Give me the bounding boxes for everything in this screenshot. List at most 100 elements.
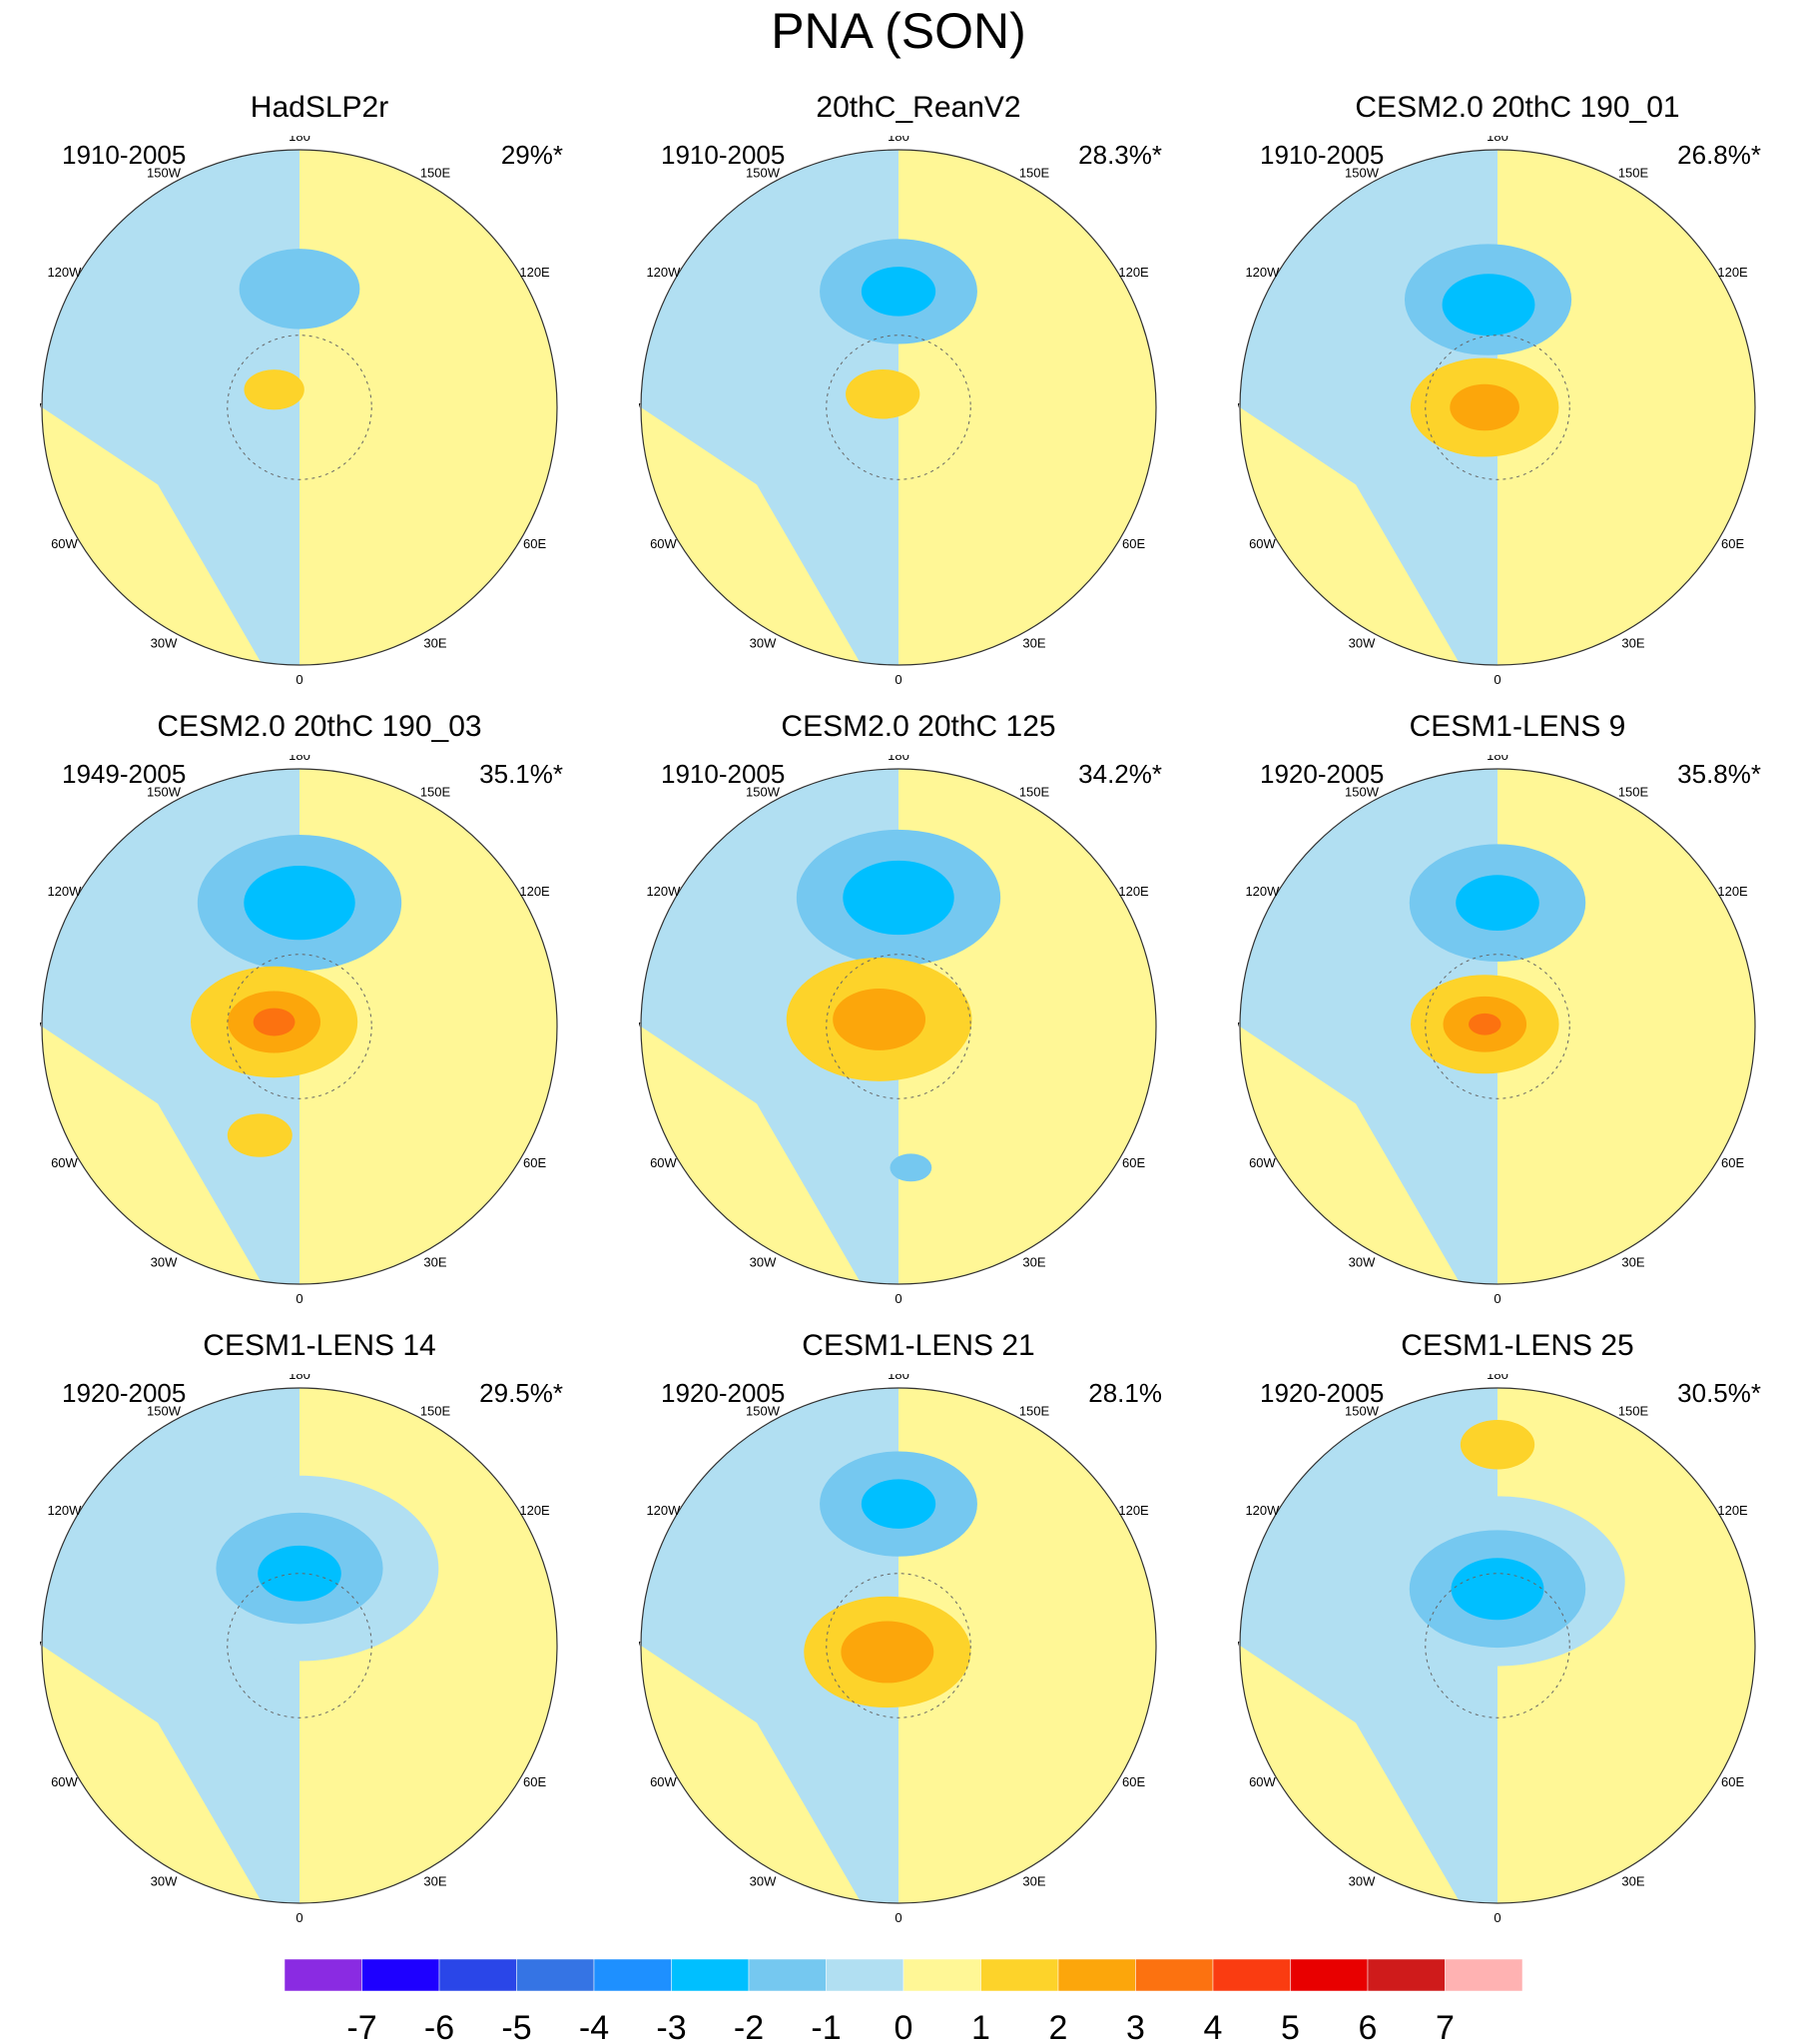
longitude-label: 150E bbox=[420, 1403, 451, 1418]
colorbar-tick-label: 2 bbox=[1049, 2009, 1068, 2044]
figure-title: PNA (SON) bbox=[771, 3, 1026, 59]
coastline bbox=[826, 954, 971, 1099]
longitude-label: 120W bbox=[47, 265, 82, 280]
colorbar-swatch bbox=[902, 1958, 981, 1992]
panel-variance: 28.1% bbox=[1088, 1378, 1162, 1408]
coastline bbox=[227, 1573, 372, 1718]
anomaly-contour bbox=[890, 1153, 932, 1182]
panel-variance: 29%* bbox=[500, 140, 563, 170]
longitude-label: 60W bbox=[51, 1774, 78, 1789]
anomaly-contour bbox=[846, 368, 920, 419]
panel-title: CESM2.0 20thC 190_03 bbox=[157, 710, 482, 743]
longitude-label: 90W bbox=[639, 1639, 641, 1654]
longitude-label: 120W bbox=[646, 265, 681, 280]
longitude-label: 60E bbox=[1122, 536, 1145, 551]
colorbar-swatch bbox=[980, 1958, 1059, 1992]
longitude-label: 150W bbox=[1345, 784, 1380, 799]
longitude-label: 30W bbox=[151, 636, 178, 651]
panel-variance: 26.8%* bbox=[1677, 140, 1761, 170]
colorbar-swatch bbox=[284, 1958, 362, 1992]
colorbar-swatch bbox=[1367, 1958, 1446, 1992]
longitude-label: 180 bbox=[289, 136, 310, 144]
panel-title: CESM1-LENS 14 bbox=[203, 1329, 436, 1362]
longitude-label: 30E bbox=[423, 1255, 446, 1270]
map-border bbox=[640, 768, 1157, 1285]
coastline bbox=[826, 1573, 971, 1718]
colorbar-tick-label: -4 bbox=[579, 2009, 609, 2044]
colorbar-swatch bbox=[748, 1958, 827, 1992]
longitude-label: 0 bbox=[296, 1910, 302, 1925]
longitude-label: 30W bbox=[1349, 636, 1376, 651]
longitude-label: 180 bbox=[1487, 1374, 1508, 1382]
map-border bbox=[640, 1387, 1157, 1904]
colorbar-tick-label: 4 bbox=[1204, 2009, 1223, 2044]
panel-variance: 30.5%* bbox=[1677, 1378, 1761, 1408]
longitude-label: 0 bbox=[1494, 672, 1500, 687]
longitude-label: 60E bbox=[1721, 536, 1744, 551]
polar-map: 180150E120E90E60E30E030W60W90W120W150W bbox=[40, 1374, 558, 1925]
longitude-label: 0 bbox=[895, 672, 901, 687]
longitude-label: 60W bbox=[51, 1155, 78, 1170]
panel-title: CESM1-LENS 25 bbox=[1401, 1329, 1634, 1362]
longitude-label: 120W bbox=[1245, 884, 1280, 899]
map-border bbox=[1239, 149, 1756, 666]
longitude-label: 150E bbox=[1618, 784, 1649, 799]
colorbar-tick-label: -1 bbox=[811, 2009, 841, 2044]
polar-map: 180150E120E90E60E30E030W60W90W120W150W bbox=[639, 755, 1157, 1306]
map-border bbox=[41, 149, 558, 666]
longitude-label: 120W bbox=[646, 1503, 681, 1518]
map-border bbox=[41, 1387, 558, 1904]
longitude-label: 30W bbox=[750, 1874, 777, 1889]
colorbar-swatch bbox=[1445, 1958, 1523, 1992]
longitude-label: 120W bbox=[646, 884, 681, 899]
longitude-label: 120W bbox=[1245, 265, 1280, 280]
colorbar-tick-label: 5 bbox=[1281, 2009, 1300, 2044]
longitude-label: 120E bbox=[519, 1503, 550, 1518]
longitude-label: 90W bbox=[40, 1639, 42, 1654]
coastline bbox=[227, 954, 372, 1099]
longitude-label: 90W bbox=[639, 400, 641, 415]
colorbar-swatch bbox=[671, 1958, 750, 1992]
colorbar: -7 -6 -5 -4 -3 -2 -1 0 1 2 3 4 5 6 7 bbox=[284, 1958, 1523, 2044]
colorbar-tick-label: -5 bbox=[501, 2009, 531, 2044]
polar-map: 180150E120E90E60E30E030W60W90W120W150W bbox=[40, 755, 558, 1306]
anomaly-contour bbox=[841, 1621, 934, 1684]
map-border bbox=[1239, 1387, 1756, 1904]
colorbar-swatch bbox=[361, 1958, 440, 1992]
longitude-label: 90W bbox=[1238, 400, 1240, 415]
longitude-label: 60W bbox=[1249, 1155, 1276, 1170]
colorbar-swatch bbox=[438, 1958, 517, 1992]
longitude-label: 30E bbox=[1621, 1874, 1644, 1889]
anomaly-contour bbox=[239, 249, 360, 330]
longitude-label: 180 bbox=[289, 1374, 310, 1382]
anomaly-contour bbox=[244, 369, 304, 410]
longitude-label: 120E bbox=[1717, 884, 1748, 899]
colorbar-tick-label: 7 bbox=[1436, 2009, 1455, 2044]
colorbar-tick-label: -3 bbox=[656, 2009, 686, 2044]
panel-variance: 28.3%* bbox=[1078, 140, 1162, 170]
anomaly-contour bbox=[1451, 1558, 1544, 1621]
anomaly-contour bbox=[1460, 1419, 1535, 1470]
panel-period: 1910-2005 bbox=[62, 140, 187, 170]
longitude-label: 150W bbox=[746, 1403, 781, 1418]
anomaly-contour bbox=[227, 1113, 293, 1157]
map-panel: CESM1-LENS 21 1920-2005 28.1% 180 150E 120E 90… bbox=[639, 1328, 1198, 1947]
longitude-label: 30W bbox=[151, 1874, 178, 1889]
longitude-label: 60W bbox=[1249, 1774, 1276, 1789]
anomaly-contour bbox=[843, 860, 954, 936]
longitude-label: 0 bbox=[1494, 1291, 1500, 1306]
longitude-label: 0 bbox=[895, 1291, 901, 1306]
longitude-label: 90W bbox=[40, 1020, 42, 1034]
longitude-label: 90W bbox=[639, 1020, 641, 1034]
longitude-label: 150E bbox=[1019, 784, 1050, 799]
longitude-label: 120E bbox=[1118, 265, 1149, 280]
longitude-label: 150W bbox=[746, 784, 781, 799]
longitude-label: 60E bbox=[1122, 1774, 1145, 1789]
anomaly-contour bbox=[244, 866, 355, 941]
longitude-label: 180 bbox=[1487, 136, 1508, 144]
longitude-label: 120W bbox=[1245, 1503, 1280, 1518]
longitude-label: 60W bbox=[650, 536, 677, 551]
longitude-label: 150W bbox=[746, 165, 781, 180]
colorbar-swatch bbox=[516, 1958, 595, 1992]
panel-variance: 34.2%* bbox=[1078, 759, 1162, 789]
